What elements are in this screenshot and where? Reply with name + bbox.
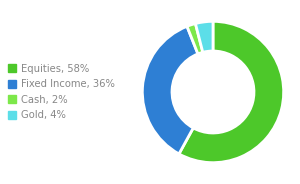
Wedge shape bbox=[142, 26, 198, 154]
Wedge shape bbox=[195, 21, 213, 52]
Wedge shape bbox=[179, 21, 284, 163]
Legend: Equities, 58%, Fixed Income, 36%, Cash, 2%, Gold, 4%: Equities, 58%, Fixed Income, 36%, Cash, … bbox=[8, 64, 115, 120]
Wedge shape bbox=[187, 24, 203, 54]
